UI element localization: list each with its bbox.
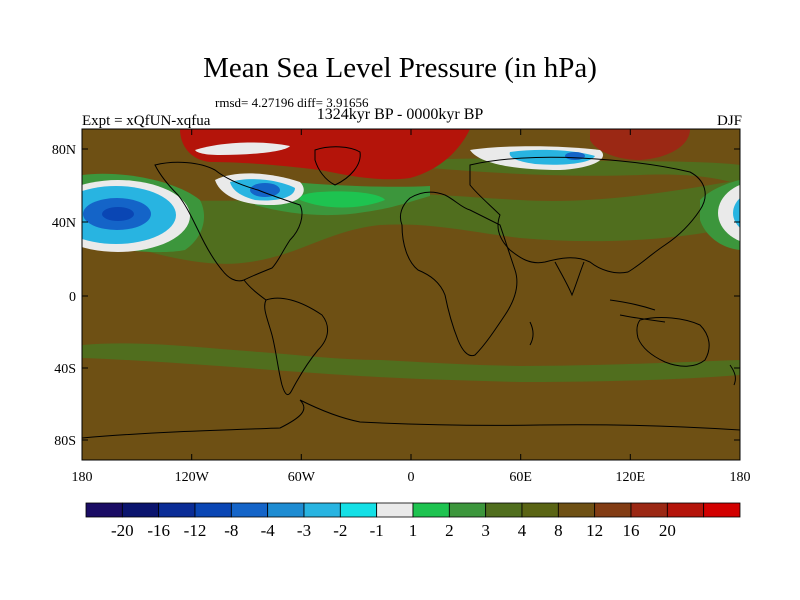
colorbar-swatch	[448, 502, 487, 518]
east-pacific-cyan	[733, 198, 740, 228]
colorbar-swatch	[230, 502, 269, 518]
colorbar-label: -3	[297, 521, 311, 540]
coast-indonesia	[609, 299, 666, 323]
x-tick-label: 120E	[616, 470, 646, 485]
y-tick-label: 80N	[52, 143, 76, 158]
colorbar-swatch	[485, 502, 523, 518]
coast-greenland	[314, 146, 361, 186]
map-title: Mean Sea Level Pressure (in hPa)	[203, 52, 597, 84]
arctic-white-north	[195, 142, 290, 155]
colorbar-label: 16	[623, 521, 640, 540]
field-background	[82, 129, 740, 460]
y-tick-label: 80S	[54, 434, 76, 449]
x-tick-label: 60E	[509, 470, 532, 485]
siberia-red-region	[590, 129, 690, 160]
colorbar-label: 4	[518, 521, 527, 540]
colorbar-swatch	[703, 502, 741, 518]
coast-asia	[469, 156, 706, 274]
colorbar-label: -12	[184, 521, 207, 540]
season-label: DJF	[716, 113, 742, 129]
coast-central-america	[243, 279, 267, 301]
colorbar-label: 8	[554, 521, 563, 540]
hudson-blue	[250, 183, 280, 197]
coast-madagascar	[529, 321, 534, 346]
coast-new-zealand	[729, 364, 736, 386]
colorbar-swatch	[267, 502, 305, 518]
coast-antarctica	[82, 399, 740, 439]
colorbar-swatch	[158, 502, 196, 518]
x-tick-label: 0	[408, 470, 415, 485]
south-green-band	[82, 343, 740, 382]
coast-south-america	[264, 297, 328, 396]
arctic-red-region	[180, 129, 470, 180]
bright-green-patch-atlantic	[299, 191, 385, 208]
y-tick-label: 40S	[54, 362, 76, 377]
x-tick-label: 60W	[288, 470, 316, 485]
coastlines	[82, 146, 740, 439]
colorbar-label: 20	[659, 521, 676, 540]
colorbar-swatch	[303, 502, 341, 518]
colorbar-label: -16	[147, 521, 170, 540]
pacific-anomaly-core	[102, 207, 134, 221]
x-tick-label: 180	[72, 470, 93, 485]
colorbar-label: -1	[370, 521, 384, 540]
colorbar-swatch	[339, 502, 378, 518]
colorbar-label: -4	[261, 521, 276, 540]
pressure-anomaly-field	[82, 129, 740, 460]
colorbar-label: -8	[224, 521, 238, 540]
colorbar-swatch	[194, 502, 232, 518]
colorbar: -20 -16 -12 -8 -4 -3 -2 -1 1 2 3 4 8 12 16 20	[85, 502, 741, 540]
experiment-label: Expt = xQfUN-xqfua	[82, 113, 211, 129]
x-axis: 180 120W 60W 0 60E 120E 180	[72, 129, 751, 485]
coast-eurasia-africa	[399, 191, 518, 357]
colorbar-swatch	[666, 502, 705, 518]
colorbar-swatch	[85, 502, 123, 518]
colorbar-label: -2	[333, 521, 347, 540]
colorbar-swatch	[521, 502, 559, 518]
coast-india	[554, 261, 585, 297]
subtitle: 1324kyr BP - 0000kyr BP	[316, 106, 484, 123]
colorbar-label: 2	[445, 521, 454, 540]
stats-label: rmsd= 4.27196 diff= 3.91656	[215, 95, 369, 110]
y-tick-label: 0	[69, 290, 76, 305]
colorbar-label: 12	[586, 521, 603, 540]
coast-north-america	[154, 161, 303, 282]
colorbar-swatch	[630, 502, 668, 518]
colorbar-swatch	[412, 502, 450, 518]
y-axis: 80N 40N 0 40S 80S	[52, 143, 740, 449]
colorbar-swatch	[557, 502, 596, 518]
colorbar-label: 3	[481, 521, 490, 540]
colorbar-swatch	[376, 502, 414, 518]
colorbar-swatch	[594, 502, 632, 518]
y-tick-label: 40N	[52, 216, 76, 231]
coast-australia	[636, 317, 710, 367]
east-pacific-white	[718, 184, 740, 242]
colorbar-swatch	[121, 502, 160, 518]
arctic-blue	[565, 152, 585, 160]
x-tick-label: 120W	[175, 470, 210, 485]
colorbar-label: -20	[111, 521, 134, 540]
x-tick-label: 180	[730, 470, 751, 485]
colorbar-label: 1	[409, 521, 418, 540]
